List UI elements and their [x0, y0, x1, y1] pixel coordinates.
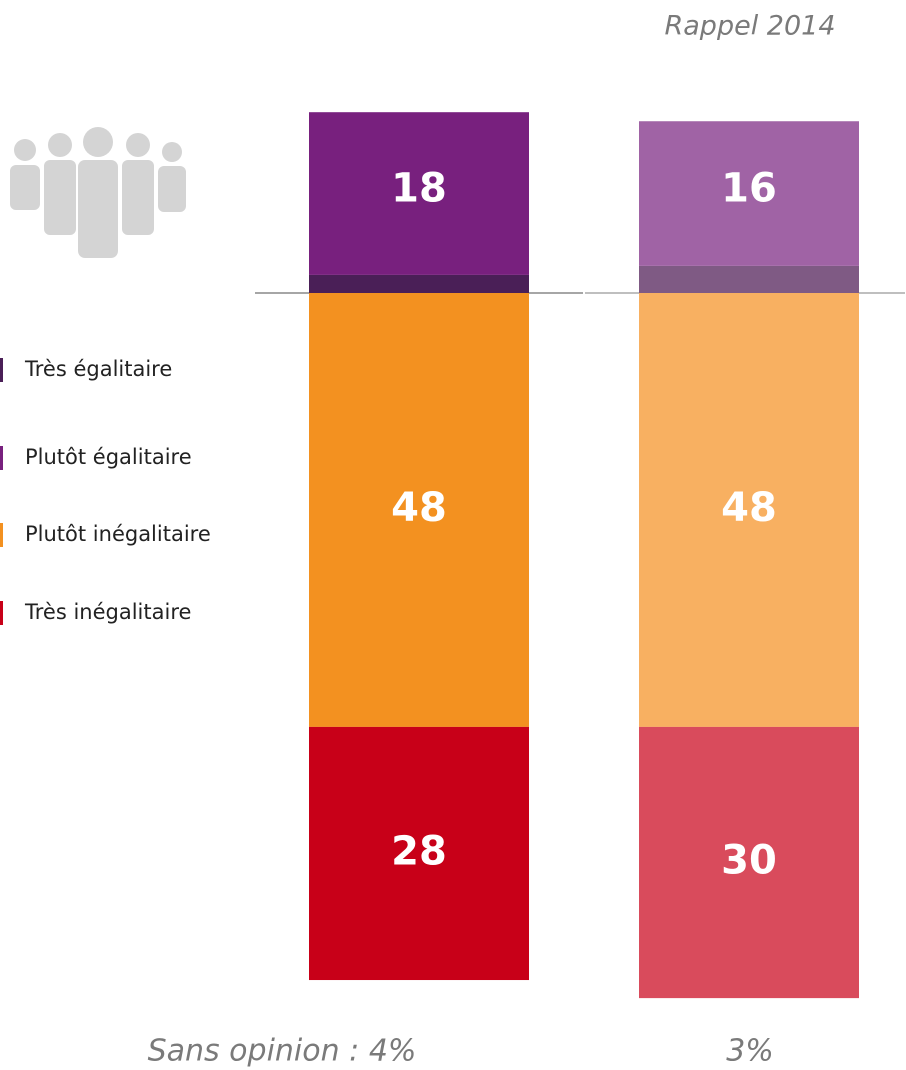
value-label: 48 [391, 485, 447, 531]
bar-segment [309, 112, 529, 275]
legend-label: Plutôt inégalitaire [25, 522, 211, 546]
bar-segment [639, 265, 859, 293]
bar-segment [639, 121, 859, 266]
category-label: Rappel 2014 [665, 11, 836, 42]
value-label: 28 [391, 828, 447, 874]
legend-swatch [0, 358, 3, 382]
legend-label: Très égalitaire [24, 357, 172, 381]
legend-swatch [0, 523, 3, 547]
legend-label: Plutôt égalitaire [25, 445, 192, 469]
people-icon [10, 127, 186, 258]
value-label: 48 [721, 485, 777, 531]
value-label: 16 [721, 166, 777, 212]
legend-swatch [0, 601, 3, 625]
value-label: 30 [721, 838, 777, 884]
bar-segment [309, 726, 529, 981]
footnote: 3% [726, 1034, 774, 1069]
bar-segment [309, 293, 529, 727]
legend-swatch [0, 446, 3, 470]
footnote: Sans opinion : 4% [148, 1034, 417, 1069]
bar-segment [639, 726, 859, 999]
value-label: 18 [391, 166, 447, 212]
bar-segment [309, 274, 529, 293]
legend-label: Très inégalitaire [24, 600, 191, 624]
bar-segment [639, 293, 859, 727]
